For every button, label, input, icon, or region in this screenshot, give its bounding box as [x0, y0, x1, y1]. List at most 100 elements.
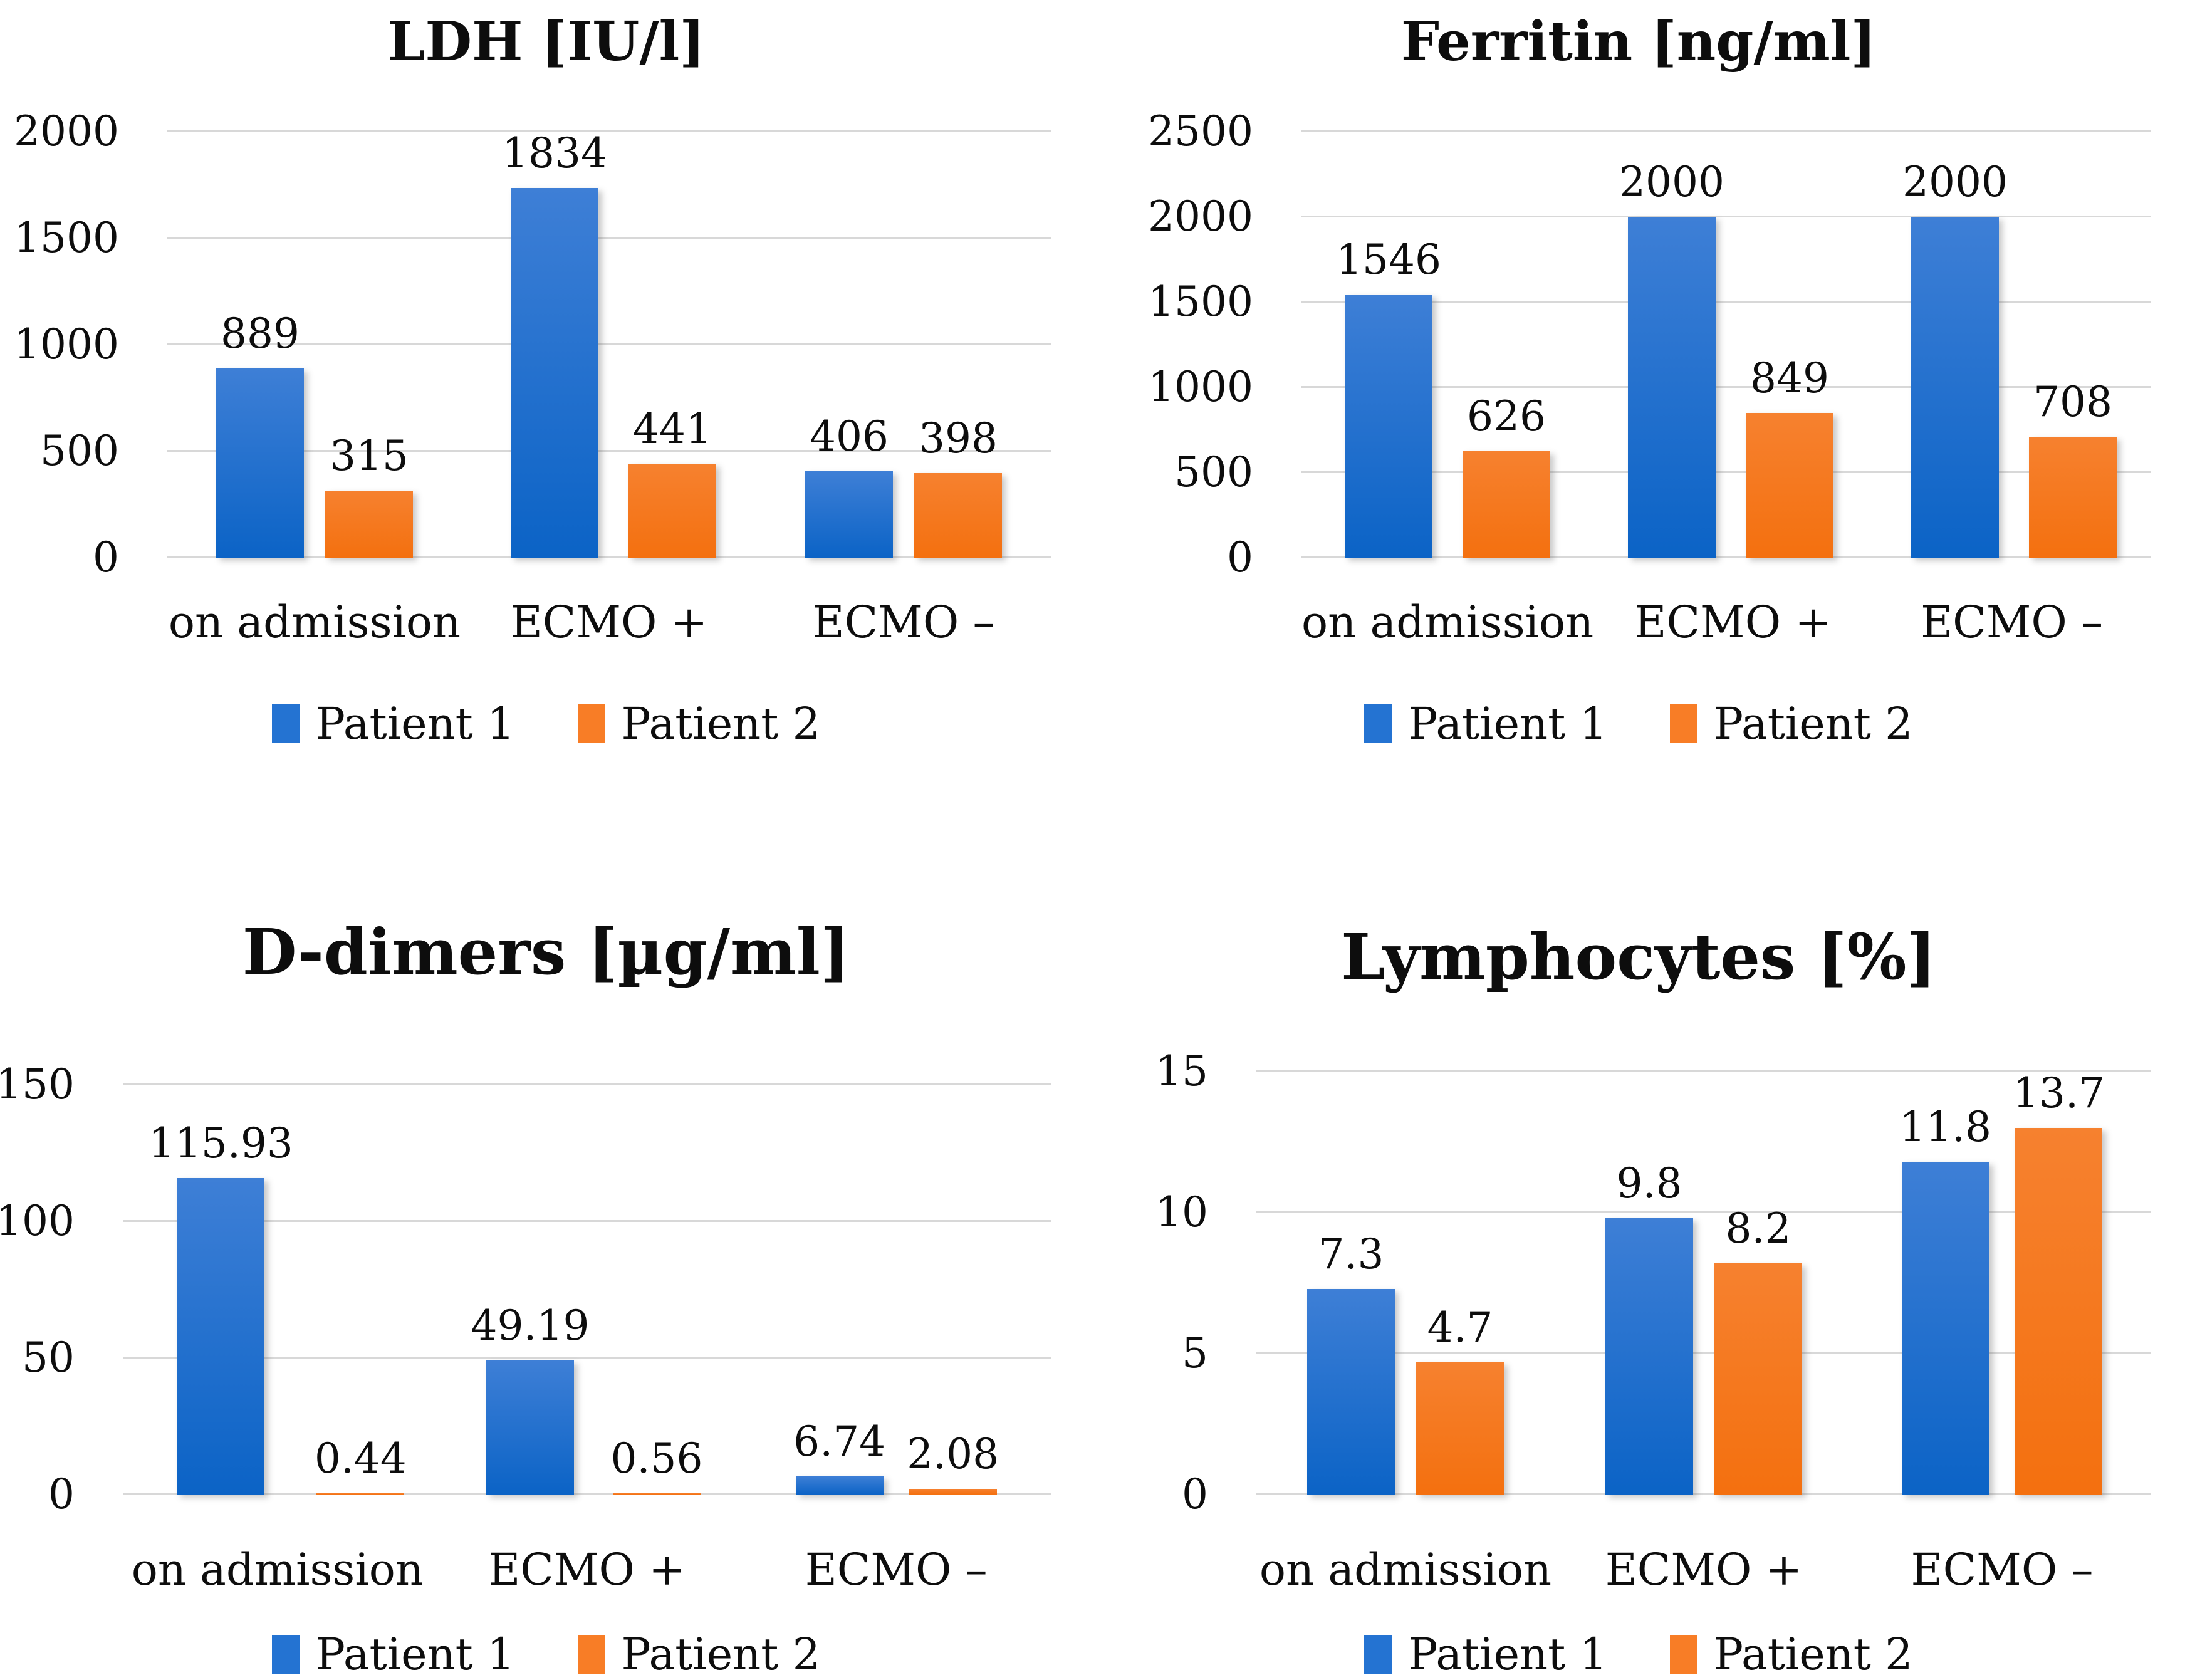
bar-column: 398	[914, 132, 1002, 558]
bar-patient-2	[628, 464, 716, 558]
bar-value-label: 8.2	[1725, 1204, 1791, 1253]
bar-patient-1	[1901, 1162, 1989, 1495]
chart-title: D-dimers [µg/ml]	[242, 915, 850, 989]
plot-area: 0 50 100 150 115.93 0.44 49.19 0.56 6.74 2.08	[0, 1064, 1051, 1515]
bar-value-label: 2000	[1902, 158, 2008, 206]
gridline	[1256, 1211, 2151, 1214]
category-label: ECMO –	[1911, 1544, 2094, 1595]
legend-item: Patient 2	[1670, 701, 1913, 747]
y-axis-tick-label: 1000	[14, 320, 119, 368]
category-label: on admission	[131, 1544, 424, 1595]
bar-patient-2	[909, 1488, 997, 1495]
y-axis-tick-label: 2000	[14, 107, 119, 155]
bar-value-label: 115.93	[148, 1119, 293, 1167]
y-axis-tick-label: 15	[1155, 1047, 1208, 1095]
bar-patient-1	[795, 1476, 884, 1495]
gridline	[167, 237, 1051, 239]
bar-value-label: 13.7	[2013, 1069, 2105, 1117]
category-label: ECMO +	[510, 597, 708, 648]
y-axis-tick-label: 10	[1155, 1188, 1208, 1237]
bar-column: 849	[1745, 132, 1833, 558]
gridline	[123, 1357, 1051, 1359]
bar-patient-1	[177, 1177, 265, 1495]
bar-column: 626	[1462, 132, 1550, 558]
gridline	[167, 130, 1051, 132]
category-label: ECMO +	[1605, 1544, 1803, 1595]
y-axis-tick-label: 1500	[1148, 278, 1253, 326]
bar-group: 2000 849	[1585, 132, 1868, 558]
bar-groups: 115.93 0.44 49.19 0.56 6.74 2.08	[123, 1085, 1051, 1495]
bar-column: 1834	[502, 132, 607, 558]
legend-swatch-patient-2	[577, 1635, 605, 1674]
y-axis-tick-label: 5	[1182, 1329, 1208, 1378]
legend: Patient 1 Patient 2	[1092, 701, 2185, 747]
gridline	[167, 450, 1051, 452]
y-axis-tick-label: 1500	[14, 214, 119, 262]
bar-value-label: 406	[810, 412, 889, 461]
bar-column: 1546	[1336, 132, 1441, 558]
gridline	[1301, 556, 2151, 558]
legend-label: Patient 1	[1408, 698, 1607, 749]
legend-swatch-patient-2	[577, 704, 605, 743]
bar-patient-2	[914, 472, 1002, 558]
bar-value-label: 4.7	[1427, 1303, 1493, 1352]
bar-patient-1	[1605, 1218, 1693, 1495]
y-axis-tick-label: 2500	[1148, 107, 1253, 155]
category-label: on admission	[1259, 1544, 1552, 1595]
bar-value-label: 2.08	[907, 1429, 999, 1478]
legend: Patient 1 Patient 2	[1092, 1631, 2185, 1677]
gridline	[1301, 130, 2151, 132]
bar-group: 49.19 0.56	[432, 1085, 742, 1495]
bar-column: 115.93	[149, 1085, 293, 1495]
bar-column: 9.8	[1605, 1072, 1693, 1495]
bar-patient-1	[1911, 217, 1999, 558]
bar-patient-2	[316, 1493, 405, 1495]
bar-value-label: 441	[632, 405, 712, 454]
bar-patient-2	[1416, 1362, 1504, 1495]
bar-column: 8.2	[1714, 1072, 1802, 1495]
bar-group: 2000 708	[1868, 132, 2151, 558]
legend-item: Patient 1	[1364, 701, 1607, 747]
bar-value-label: 2000	[1619, 158, 1724, 206]
y-axis-tick-label: 150	[0, 1060, 75, 1109]
legend-swatch-patient-1	[271, 704, 300, 743]
gridline	[1256, 1070, 2151, 1072]
legend-swatch-patient-1	[271, 1635, 300, 1674]
category-label: ECMO –	[1921, 597, 2104, 648]
y-axis-tick-label: 50	[22, 1333, 75, 1382]
bar-group: 889 315	[167, 132, 462, 558]
y-axis-tick-label: 2000	[1148, 192, 1253, 241]
bar-group: 1834 441	[462, 132, 756, 558]
bar-value-label: 7.3	[1318, 1229, 1384, 1278]
bar-column: 406	[805, 132, 893, 558]
category-label: ECMO +	[1634, 597, 1832, 648]
bar-patient-1	[486, 1360, 575, 1495]
legend-item: Patient 1	[271, 701, 515, 747]
gridline	[167, 556, 1051, 558]
gridline	[1256, 1352, 2151, 1355]
bar-column: 315	[325, 132, 413, 558]
legend-label: Patient 1	[315, 1629, 515, 1680]
legend-label: Patient 1	[1408, 1629, 1607, 1680]
y-axis-tick-label: 0	[48, 1470, 75, 1518]
bar-group: 406 398	[756, 132, 1051, 558]
bar-column: 2000	[1619, 132, 1724, 558]
bar-value-label: 1546	[1336, 235, 1441, 284]
chart-title: Lymphocytes [%]	[1341, 920, 1936, 994]
bar-value-label: 0.56	[610, 1434, 703, 1483]
legend-swatch-patient-2	[1670, 704, 1697, 743]
gridline	[1256, 1493, 2151, 1495]
bar-value-label: 398	[919, 414, 998, 462]
bar-column: 11.8	[1899, 1072, 1991, 1495]
chart-title: Ferritin [ng/ml]	[1400, 10, 1877, 73]
legend: Patient 1 Patient 2	[0, 701, 1092, 747]
plot-area: 0 500 1000 1500 2000 2500 1546 626 2000 849 2000 70…	[1148, 111, 2151, 578]
category-axis: on admission ECMO + ECMO –	[123, 1546, 1051, 1594]
category-label: ECMO –	[812, 597, 995, 648]
y-axis-tick-label: 500	[40, 427, 119, 475]
bar-group: 6.74 2.08	[741, 1085, 1051, 1495]
bar-value-label: 315	[330, 431, 409, 480]
bar-value-label: 626	[1466, 392, 1546, 441]
bar-value-label: 9.8	[1616, 1159, 1682, 1208]
legend-label: Patient 2	[621, 698, 821, 749]
